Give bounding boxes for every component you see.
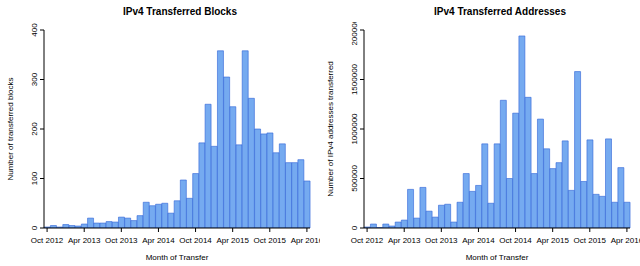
- svg-text:Month of Transfer: Month of Transfer: [146, 253, 209, 262]
- svg-text:0: 0: [30, 225, 39, 230]
- svg-text:Oct 2015: Oct 2015: [254, 236, 287, 245]
- html-text:IPv4 Transferred Blocks: IPv4 Transferred Blocks: [123, 6, 237, 17]
- svg-text:Apr 2016: Apr 2016: [291, 236, 320, 245]
- html-text:IPv4 Transferred Addresses: IPv4 Transferred Addresses: [434, 6, 566, 17]
- svg-text:Oct 2013: Oct 2013: [425, 236, 458, 245]
- svg-text:500000: 500000: [350, 165, 359, 192]
- svg-text:1500000: 1500000: [350, 63, 359, 95]
- svg-text:Apr 2014: Apr 2014: [462, 236, 495, 245]
- svg-text:Oct 2014: Oct 2014: [499, 236, 532, 245]
- svg-text:0: 0: [350, 225, 359, 230]
- svg-text:Oct 2012: Oct 2012: [31, 236, 64, 245]
- svg-text:300: 300: [30, 72, 39, 86]
- svg-text:Oct 2014: Oct 2014: [179, 236, 212, 245]
- svg-text:400: 400: [30, 23, 39, 37]
- svg-text:200: 200: [30, 122, 39, 136]
- svg-text:1000000: 1000000: [350, 113, 359, 145]
- svg-text:Oct 2015: Oct 2015: [574, 236, 607, 245]
- svg-text:Apr 2015: Apr 2015: [536, 236, 569, 245]
- svg-text:Apr 2013: Apr 2013: [68, 236, 101, 245]
- svg-text:Oct 2012: Oct 2012: [351, 236, 384, 245]
- svg-text:Oct 2013: Oct 2013: [105, 236, 138, 245]
- svg-text:Apr 2014: Apr 2014: [142, 236, 175, 245]
- svg-text:2000000: 2000000: [350, 22, 359, 46]
- svg-text:Apr 2013: Apr 2013: [388, 236, 421, 245]
- svg-text:Apr 2015: Apr 2015: [216, 236, 249, 245]
- svg-text:Number of transferred blocks: Number of transferred blocks: [8, 77, 15, 180]
- svg-text:Number of IPv4 addresses trans: Number of IPv4 addresses transferred: [326, 61, 335, 197]
- svg-text:Apr 2016: Apr 2016: [611, 236, 632, 245]
- svg-text:Month of Transfer: Month of Transfer: [466, 253, 529, 262]
- svg-text:100: 100: [30, 171, 39, 185]
